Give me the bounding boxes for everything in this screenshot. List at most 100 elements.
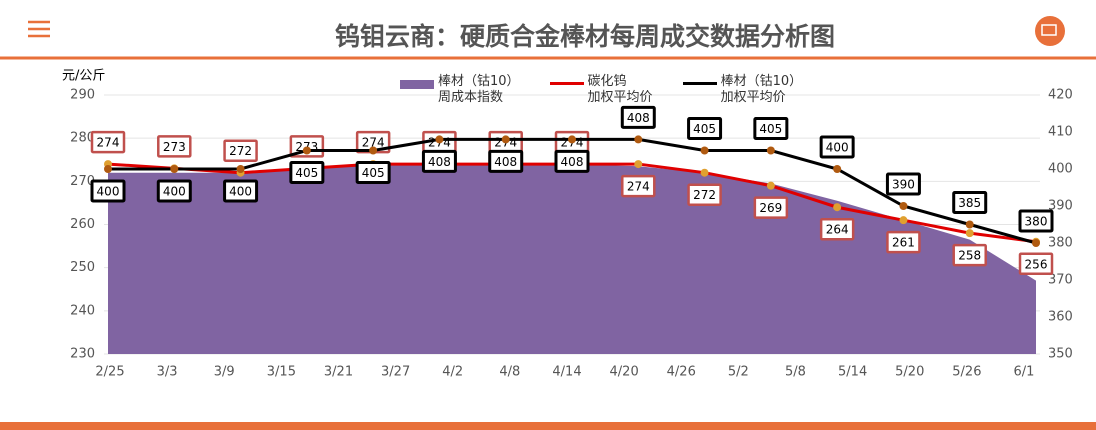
y2-tick-label: 350 <box>1048 347 1073 362</box>
data-label: 385 <box>958 196 981 210</box>
y2-tick-label: 410 <box>1048 125 1073 140</box>
data-label: 274 <box>627 180 650 194</box>
label-box <box>1018 252 1054 276</box>
cart-icon[interactable] <box>1035 16 1065 46</box>
y2-tick-label: 390 <box>1048 199 1073 214</box>
data-label: 405 <box>295 166 318 180</box>
point <box>766 181 775 190</box>
legend-label: 棒材（钴10） 加权平均价 <box>720 74 803 105</box>
point <box>104 165 112 173</box>
point <box>700 168 709 177</box>
data-label: 261 <box>892 236 915 250</box>
data-label: 400 <box>826 141 849 155</box>
x-tick-label: 4/14 <box>552 365 581 380</box>
point <box>369 146 378 155</box>
y-tick-label: 250 <box>70 260 95 275</box>
data-label: 274 <box>97 136 120 150</box>
data-label: 380 <box>1025 215 1048 229</box>
data-label: 405 <box>362 166 385 180</box>
data-label: 408 <box>494 155 517 169</box>
y-tick-label: 260 <box>70 217 95 232</box>
data-label: 400 <box>229 185 252 199</box>
label-box <box>753 196 789 219</box>
data-label: 258 <box>958 249 981 263</box>
chart-title: 钨钼云商：硬质合金棒材每周成交数据分析图 <box>335 22 835 51</box>
data-label: 408 <box>428 155 451 169</box>
label-box <box>819 217 855 241</box>
x-tick-label: 3/3 <box>157 365 178 380</box>
legend-item: 棒材（钴10） 加权平均价 <box>682 74 803 106</box>
point <box>302 146 311 155</box>
x-tick-label: 4/26 <box>667 365 696 380</box>
point <box>1032 239 1040 247</box>
data-label: 269 <box>759 201 782 215</box>
data-label: 272 <box>229 144 252 158</box>
point <box>236 165 245 173</box>
x-tick-label: 3/15 <box>267 365 296 380</box>
point <box>435 135 444 144</box>
cart-glyph <box>1041 24 1057 36</box>
label-box <box>621 174 656 198</box>
data-label: 408 <box>627 111 650 125</box>
label-box <box>952 243 987 267</box>
point <box>833 203 842 212</box>
data-label: 273 <box>163 140 186 154</box>
y2-tick-label: 370 <box>1048 273 1073 288</box>
y2-tick-label: 380 <box>1048 236 1073 251</box>
data-label: 272 <box>693 188 716 202</box>
label-box <box>885 172 921 196</box>
label-box <box>355 161 391 184</box>
label-box <box>421 149 457 173</box>
data-label: 408 <box>561 155 584 169</box>
x-tick-label: 3/27 <box>381 365 410 380</box>
data-label: 400 <box>97 185 120 199</box>
x-tick-label: 4/20 <box>610 365 639 380</box>
y-tick-label: 290 <box>70 88 95 103</box>
legend-item: 棒材（钴10） 周成本指数 <box>400 74 520 106</box>
x-tick-label: 3/9 <box>214 365 235 380</box>
x-tick-label: 3/21 <box>324 365 353 380</box>
x-tick-label: 6/1 <box>1014 365 1035 380</box>
label-box <box>488 149 524 173</box>
label-box <box>90 130 126 154</box>
point <box>833 165 842 173</box>
label-box <box>687 183 722 206</box>
y2-tick-label: 400 <box>1048 162 1073 177</box>
point <box>170 165 179 173</box>
label-box <box>687 117 723 140</box>
y-tick-label: 230 <box>70 347 95 362</box>
y-unit: 元/公斤 <box>62 69 105 84</box>
menu-icon[interactable] <box>28 20 50 38</box>
label-box <box>223 179 259 203</box>
x-tick-label: 5/2 <box>728 365 749 380</box>
label-box <box>1018 209 1054 233</box>
x-tick-label: 5/26 <box>952 365 981 380</box>
area <box>108 164 1036 354</box>
point <box>899 202 908 210</box>
point <box>634 135 643 144</box>
label-box <box>952 191 988 214</box>
point <box>965 220 974 229</box>
point <box>568 135 576 144</box>
label-box <box>753 117 789 140</box>
point <box>899 216 908 225</box>
y-tick-label: 240 <box>70 303 95 318</box>
data-label: 400 <box>163 185 186 199</box>
legend-item: 碳化钨 加权平均价 <box>549 74 653 106</box>
label-box <box>157 135 192 158</box>
data-label: 264 <box>826 223 849 237</box>
label-box <box>554 149 590 173</box>
label-box <box>156 179 192 203</box>
data-label: 256 <box>1025 257 1048 271</box>
point <box>700 146 709 155</box>
data-label: 405 <box>759 122 782 136</box>
point <box>501 135 510 144</box>
label-box <box>223 139 258 162</box>
label-box <box>90 179 126 203</box>
x-tick-label: 5/8 <box>785 365 806 380</box>
data-label: 274 <box>362 136 385 150</box>
legend-swatch <box>549 82 584 85</box>
data-label: 390 <box>892 178 915 192</box>
